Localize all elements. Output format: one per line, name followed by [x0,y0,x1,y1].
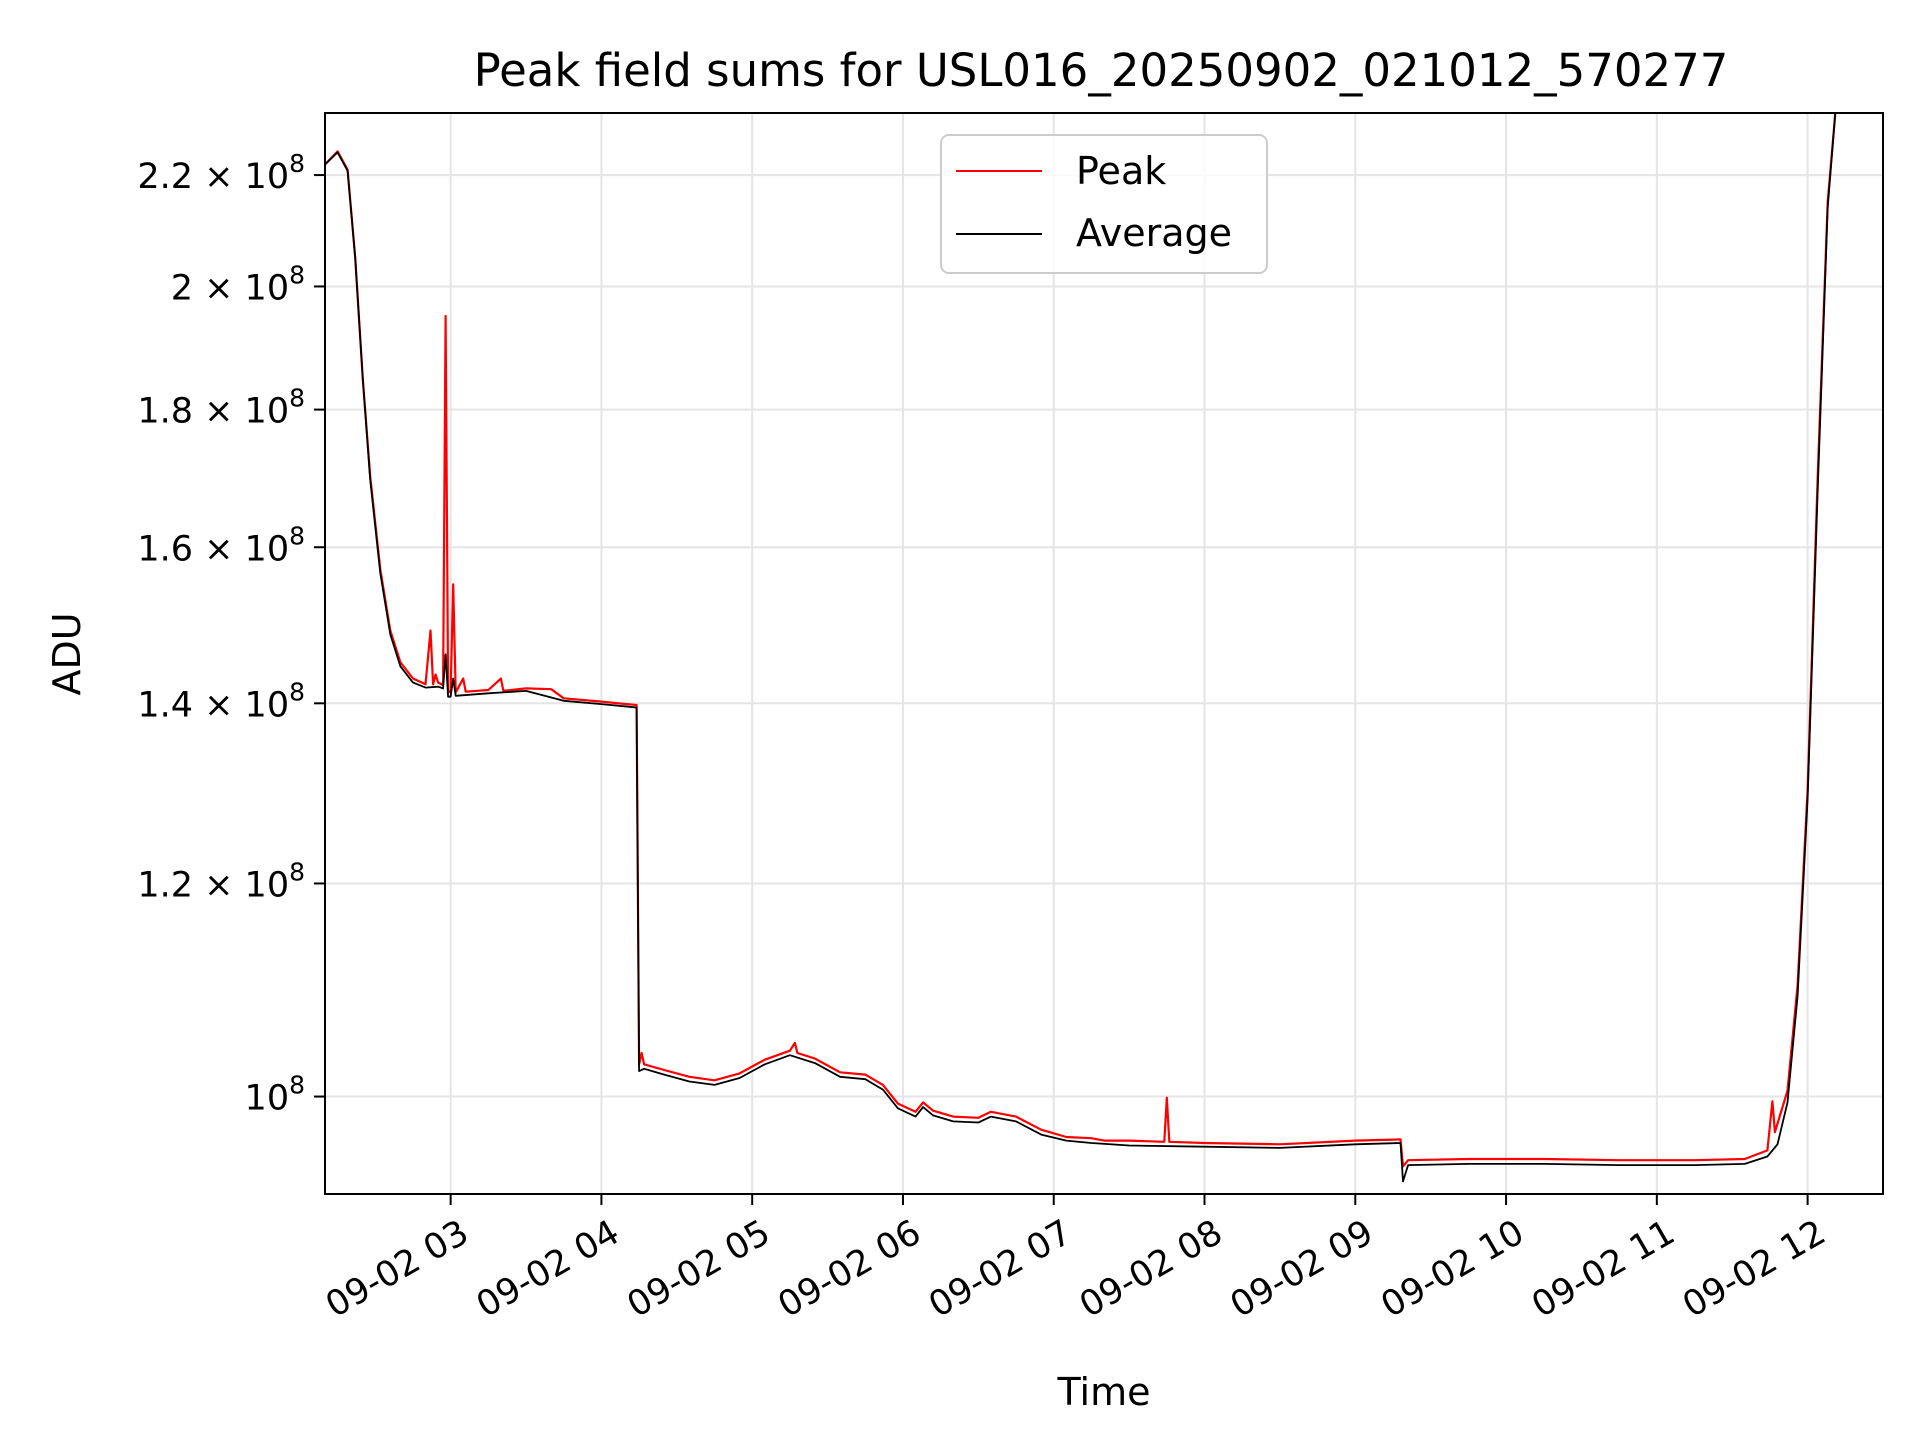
y-tick-label: 108 [245,1071,305,1119]
y-tick-label: 2.2 × 108 [137,149,305,197]
series-line-average [325,113,1837,1183]
legend: Peak Average [940,134,1268,274]
y-axis-label: ADU [45,612,89,695]
legend-box [940,134,1268,274]
chart-title: Peak field sums for USL016_20250902_0210… [474,44,1729,97]
grid [325,113,1883,1194]
y-tick-label: 1.4 × 108 [137,677,305,725]
y-tick-label: 1.2 × 108 [137,857,305,905]
legend-label-average: Average [1076,211,1232,255]
series-line-peak [325,113,1837,1168]
plot-area [325,113,1837,1183]
x-axis-label: Time [1057,1370,1151,1414]
axes-frame [324,112,1884,1195]
y-tick-label: 2 × 108 [171,260,305,308]
y-tick-label: 1.6 × 108 [137,521,305,569]
legend-label-peak: Peak [1076,149,1166,193]
y-tick-label: 1.8 × 108 [137,384,305,432]
